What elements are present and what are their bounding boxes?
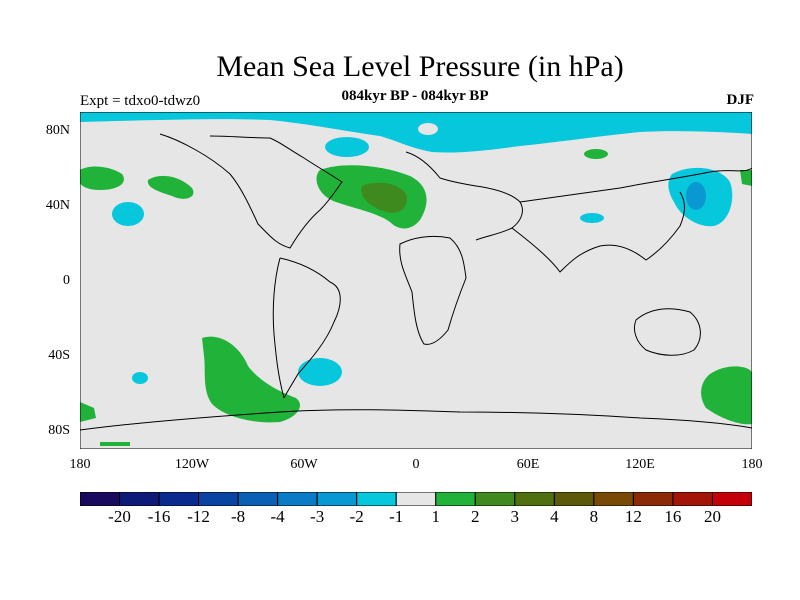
lat-tick-80s: 80S [48,423,70,438]
contour-greenland-negative [325,137,369,157]
pressure-map [80,112,752,449]
colorbar-swatch-3 [198,492,239,506]
contour-siberia-positive [584,149,608,159]
colorbar-swatch-11 [514,492,555,506]
colorbar-swatch-15 [672,492,713,506]
lon-tick-60e: 60E [516,457,540,472]
colorbar-swatch-0 [80,492,121,506]
lon-tick-180w: 180 [69,457,91,472]
colorbar-label: -20 [108,507,131,526]
coastline-south-america-west [272,257,285,399]
lat-tick-80n: 80N [45,123,70,138]
colorbar-swatch-6 [316,492,358,506]
coastline-europe [405,151,523,241]
experiment-label: Expt = tdxo0-tdwz0 [80,93,201,109]
contour-spacific-negative [132,372,148,384]
colorbar-label: 2 [471,507,480,526]
contour-nwpacific-negative-strong [686,182,706,210]
colorbar-swatch-7 [356,492,397,506]
contour-npacific-positive [147,175,194,199]
colorbar-swatch-5 [277,492,318,506]
contour-npacific-positive-west [80,166,124,190]
coastline-north-america [159,133,343,249]
colorbar-label: -1 [389,507,404,526]
lat-tick-0: 0 [63,273,70,288]
coastline-asia-north [519,167,752,203]
colorbar-swatch-4 [237,492,279,506]
contour-satlantic-negative [298,358,342,386]
contour-natlantic-positive-strong [361,182,407,213]
coastline-australia [633,308,701,356]
coastline-antarctica [80,409,752,431]
colorbar-swatch-16 [711,492,752,506]
colorbar-swatch-2 [158,492,200,506]
colorbar-label: 16 [664,507,682,526]
colorbar-label: 20 [704,507,721,526]
lon-tick-120e: 120E [625,457,655,472]
colorbar [80,492,752,506]
lon-tick-0: 0 [412,457,420,472]
contour-antarctic-positive [100,442,130,446]
colorbar-label: 12 [624,507,642,526]
colorbar-swatch-10 [474,492,516,506]
contour-tasman-positive [701,366,752,425]
lat-tick-40s: 40S [48,348,70,363]
lon-tick-60w: 60W [290,457,318,472]
lon-tick-180e: 180 [741,457,763,472]
colorbar-label: 3 [510,507,520,526]
contour-gap [418,123,438,135]
lon-tick-120w: 120W [174,457,210,472]
coastline-south-america-east [279,257,341,399]
colorbar-label: -16 [147,507,171,526]
colorbar-swatch-8 [395,492,437,506]
season-label: DJF [726,92,755,108]
colorbar-label: -2 [349,507,364,526]
lat-tick-40n: 40N [45,198,70,213]
contour-npacific-negative [112,202,144,226]
colorbar-label: 4 [550,507,559,526]
colorbar-label: -12 [187,507,210,526]
coastline-africa [399,235,467,345]
map-background [80,112,752,449]
colorbar-swatch-9 [435,492,476,506]
map-title: Mean Sea Level Pressure (in hPa) [216,50,624,83]
coastline-asia-south [511,191,685,273]
colorbar-swatch-12 [553,492,595,506]
contour-edge-positive [740,170,752,186]
contour-spacific-positive [202,336,301,423]
colorbar-label: 8 [589,507,599,526]
colorbar-swatch-14 [632,492,674,506]
colorbar-label: -3 [310,507,325,526]
colorbar-label: 1 [431,507,441,526]
colorbar-label: -8 [231,507,246,526]
contour-arctic-negative [80,112,752,153]
colorbar-label: -4 [270,507,285,526]
contour-asia-negative [580,213,604,223]
coastlines [80,133,752,431]
map-subtitle: 084kyr BP - 084kyr BP [341,88,489,104]
contour-west-edge-positive [80,402,96,422]
colorbar-swatch-1 [119,492,160,506]
colorbar-swatch-13 [593,492,634,506]
